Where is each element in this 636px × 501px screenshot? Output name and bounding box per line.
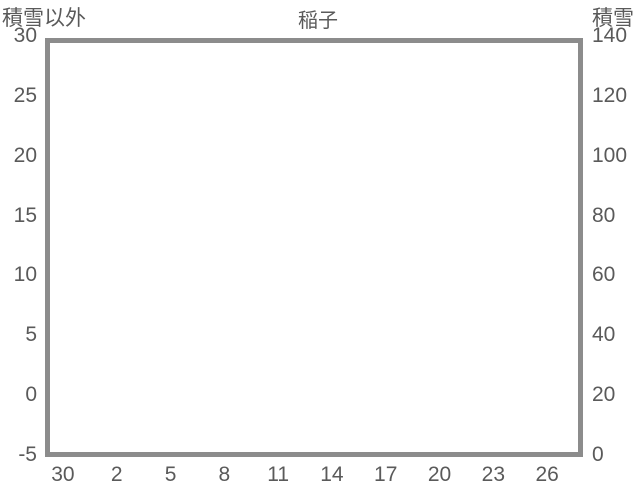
right-tick-80: 80	[592, 203, 616, 227]
right-tick-60: 60	[592, 263, 616, 287]
right-tick-120: 120	[592, 83, 628, 107]
right-tick-140: 140	[592, 24, 628, 47]
x-tick-2: 2	[110, 463, 123, 486]
x-tick-14: 14	[320, 463, 344, 486]
x-tick-11: 11	[267, 463, 290, 486]
left-axis-title: 積雪以外	[2, 7, 86, 30]
plot-frame	[45, 38, 583, 457]
left-tick-10: 10	[13, 263, 37, 287]
left-tick-15: 15	[13, 203, 37, 227]
left-tick--5: -5	[18, 443, 37, 466]
x-tick-17: 17	[374, 463, 398, 486]
x-tick-30: 30	[51, 463, 75, 486]
x-tick-5: 5	[164, 463, 177, 486]
plot-area	[45, 38, 583, 457]
x-tick-26: 26	[535, 463, 559, 486]
x-tick-8: 8	[218, 463, 231, 486]
left-tick-30: 30	[13, 24, 37, 47]
x-tick-23: 23	[481, 463, 505, 486]
page-title: 稲子	[298, 10, 338, 32]
right-axis-title: 積雪	[592, 7, 634, 30]
left-tick-0: 0	[25, 383, 37, 407]
left-tick-5: 5	[25, 323, 37, 347]
right-tick-0: 0	[592, 443, 604, 466]
left-tick-20: 20	[13, 143, 37, 167]
right-tick-100: 100	[592, 143, 628, 167]
left-tick-25: 25	[13, 83, 37, 107]
x-tick-20: 20	[427, 463, 452, 486]
right-tick-20: 20	[592, 383, 616, 407]
right-tick-40: 40	[592, 323, 616, 347]
